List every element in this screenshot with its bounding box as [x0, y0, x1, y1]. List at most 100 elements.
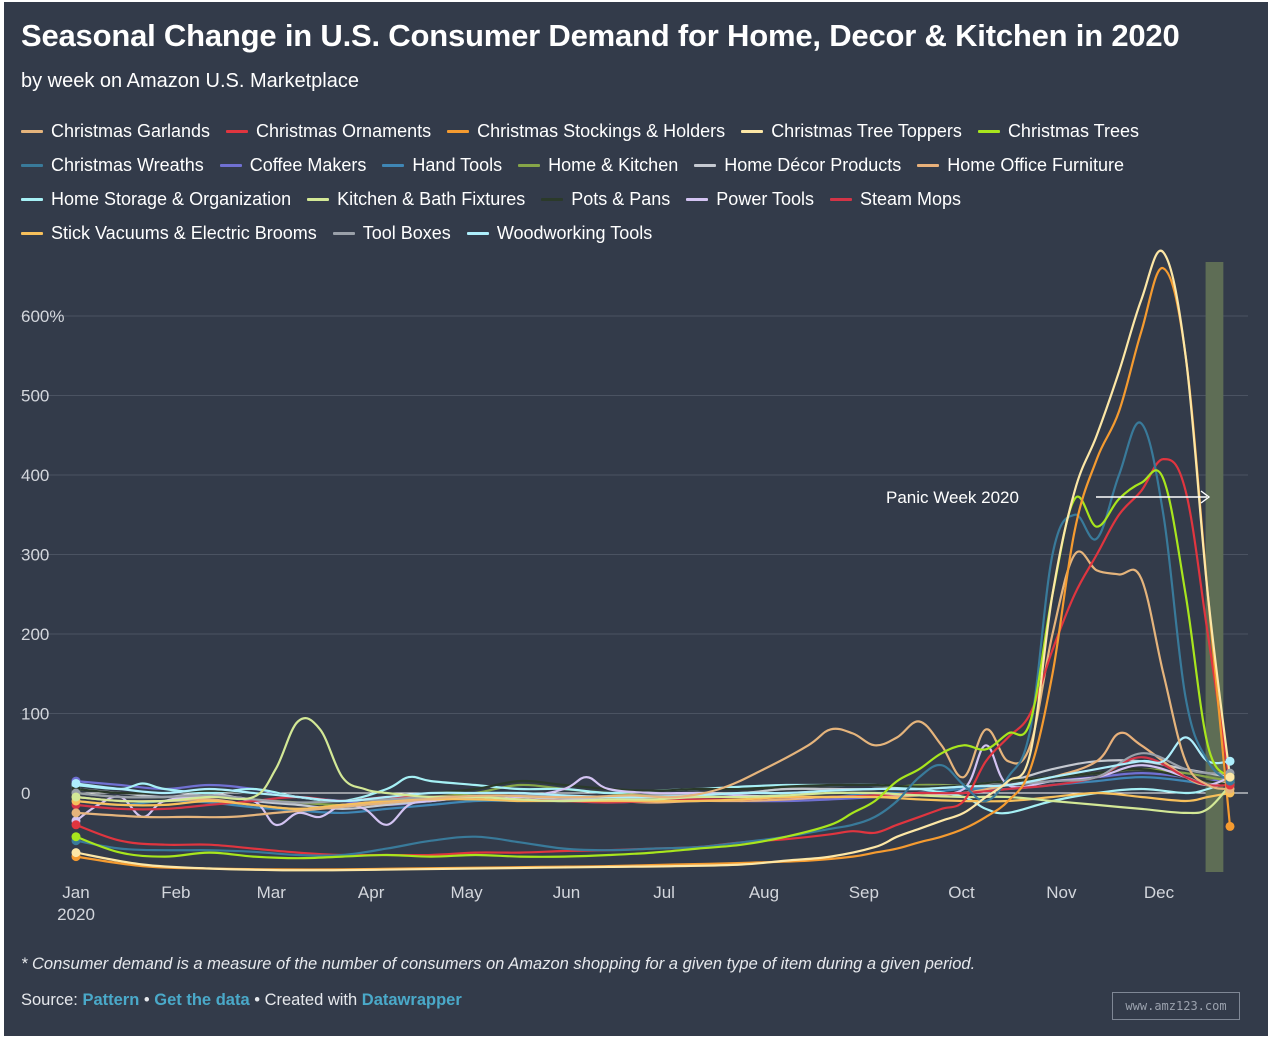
- legend-item-tool-boxes: Tool Boxes: [332, 222, 451, 244]
- watermark: www.amz123.com: [1112, 992, 1240, 1020]
- x-tick-label: Nov: [1046, 883, 1077, 902]
- legend-swatch: [741, 129, 764, 133]
- legend-item-steam-mops: Steam Mops: [830, 189, 961, 210]
- gridlines: [20, 315, 1248, 794]
- created-with-text: • Created with: [249, 991, 362, 1009]
- get-data-link[interactable]: Get the data: [154, 991, 250, 1009]
- series-start-point: [71, 792, 81, 802]
- series-line-kitchen-bath-fixtures: [74, 717, 1232, 815]
- x-tick-label: Jun: [553, 883, 580, 902]
- legend-swatch: [21, 129, 43, 133]
- legend-item-christmas-garlands: Christmas Garlands: [21, 121, 210, 142]
- series-line-christmas-garlands: [74, 550, 1232, 819]
- source-prefix: Source:: [21, 991, 83, 1009]
- source-line: Source: Pattern • Get the data • Created…: [21, 991, 462, 1010]
- legend-item-coffee-makers: Coffee Makers: [219, 154, 367, 176]
- annotation-arrow-head: [1200, 490, 1211, 504]
- legend-label: Woodworking Tools: [496, 222, 653, 243]
- series-start-point: [71, 832, 81, 842]
- legend-label: Christmas Ornaments: [256, 120, 432, 141]
- y-tick-label: 400: [21, 466, 49, 485]
- x-tick-label: Mar: [257, 883, 287, 902]
- chart-title: Seasonal Change in U.S. Consumer Demand …: [21, 18, 1180, 53]
- x-tick-label: Jan: [62, 883, 89, 902]
- source-link-pattern[interactable]: Pattern: [82, 991, 140, 1009]
- legend-swatch: [686, 197, 709, 201]
- x-tick-year-label: 2020: [57, 905, 95, 924]
- legend-swatch: [21, 197, 43, 201]
- legend-item-hand-tools: Hand Tools: [382, 155, 502, 176]
- legend-item-power-tools: Power Tools: [686, 189, 814, 210]
- line-chart: 0 100 200 300 400 500 600% Jan 2020 Feb Mar Apr May J…: [20, 249, 1248, 924]
- legend-label: Steam Mops: [860, 188, 962, 209]
- legend-item-christmas-trees: Christmas Trees: [977, 120, 1139, 142]
- legend-swatch: [226, 129, 249, 133]
- legend-label: Power Tools: [716, 188, 815, 209]
- legend-swatch: [219, 163, 242, 167]
- series-lines: [74, 249, 1232, 872]
- legend-row: Home Storage & Organization Kitchen & Bat…: [21, 182, 1221, 216]
- y-tick-label: 300: [21, 546, 49, 565]
- legend-swatch: [917, 163, 940, 167]
- legend-row: Stick Vacuums & Electric Brooms Tool Boxe…: [21, 216, 1221, 250]
- legend-item-woodworking-tools: Woodworking Tools: [466, 222, 653, 244]
- series-start-point: [71, 820, 81, 830]
- x-tick-label: Aug: [749, 883, 779, 902]
- legend-label: Pots & Pans: [571, 188, 671, 209]
- legend-swatch: [977, 129, 1000, 133]
- legend-row: Christmas Wreaths Coffee Makers Hand Tools…: [21, 148, 1221, 182]
- legend-swatch: [518, 163, 541, 167]
- y-tick-label: 0: [21, 784, 30, 803]
- x-tick-label: Sep: [849, 883, 879, 902]
- legend-label: Home Décor Products: [724, 154, 902, 175]
- series-line-stick-vacuums-electric-brooms: [74, 791, 1232, 810]
- x-tick-label: Dec: [1144, 883, 1175, 902]
- legend-label: Christmas Tree Toppers: [771, 120, 962, 141]
- series-end-point: [1225, 821, 1235, 831]
- legend-label: Christmas Trees: [1007, 120, 1139, 141]
- annotation: Panic Week 2020: [886, 488, 1211, 507]
- legend-item-home-kitchen: Home & Kitchen: [518, 155, 678, 176]
- legend-swatch: [332, 231, 355, 235]
- legend-label: Christmas Garlands: [51, 120, 211, 141]
- datawrapper-link[interactable]: Datawrapper: [361, 991, 462, 1009]
- series-end-point: [1225, 772, 1235, 782]
- legend-label: Stick Vacuums & Electric Brooms: [51, 222, 317, 243]
- series-line-christmas-wreaths: [74, 421, 1232, 857]
- y-tick-label: 500: [21, 387, 49, 406]
- source-separator: •: [139, 991, 155, 1009]
- legend-label: Home & Kitchen: [548, 154, 679, 175]
- legend-label: Christmas Stockings & Holders: [477, 120, 726, 141]
- legend-label: Kitchen & Bath Fixtures: [337, 188, 526, 209]
- legend-item-stick-vacuums-electric-brooms: Stick Vacuums & Electric Brooms: [21, 223, 317, 244]
- series-start-point: [71, 778, 81, 788]
- legend-label: Christmas Wreaths: [51, 154, 204, 175]
- series-line-christmas-trees: [74, 469, 1232, 860]
- legend-swatch: [694, 163, 717, 167]
- legend-item-home-office-furniture: Home Office Furniture: [917, 155, 1124, 176]
- chart-subtitle: by week on Amazon U.S. Marketplace: [21, 70, 359, 92]
- legend-swatch: [447, 129, 470, 133]
- series-start-point: [71, 808, 81, 818]
- legend-label: Hand Tools: [412, 154, 503, 175]
- legend-item-christmas-stockings-holders: Christmas Stockings & Holders: [447, 121, 725, 142]
- legend-item-christmas-wreaths: Christmas Wreaths: [21, 155, 204, 176]
- series-start-point: [71, 848, 81, 858]
- series-end-point: [1225, 756, 1235, 766]
- x-tick-label: Apr: [358, 883, 385, 902]
- series-line-christmas-tree-toppers: [74, 249, 1232, 872]
- legend-swatch: [382, 163, 405, 167]
- axis-labels: 0 100 200 300 400 500 600% Jan 2020 Feb Mar Apr May J…: [21, 307, 1175, 924]
- legend-label: Coffee Makers: [249, 154, 367, 175]
- series-endpoints: [71, 756, 1235, 862]
- legend-row: Christmas Garlands Christmas Ornaments Chr…: [21, 114, 1221, 148]
- legend-item-pots-pans: Pots & Pans: [541, 189, 670, 210]
- y-tick-label: 600%: [21, 307, 64, 326]
- legend-item-home-decor-products: Home Décor Products: [694, 155, 901, 176]
- panic-week-label: Panic Week 2020: [886, 488, 1019, 507]
- legend-swatch: [466, 231, 489, 235]
- x-tick-label: Feb: [161, 883, 190, 902]
- legend-label: Tool Boxes: [362, 222, 451, 243]
- legend-swatch: [21, 231, 43, 235]
- y-tick-label: 100: [21, 705, 49, 724]
